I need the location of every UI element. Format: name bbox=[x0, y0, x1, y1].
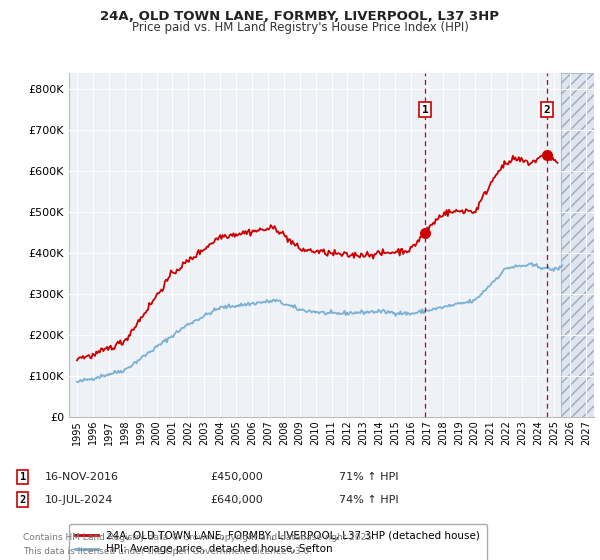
Text: 24A, OLD TOWN LANE, FORMBY, LIVERPOOL, L37 3HP: 24A, OLD TOWN LANE, FORMBY, LIVERPOOL, L… bbox=[101, 10, 499, 23]
Text: 10-JUL-2024: 10-JUL-2024 bbox=[45, 494, 113, 505]
Text: £640,000: £640,000 bbox=[210, 494, 263, 505]
Text: 2: 2 bbox=[544, 105, 550, 115]
Text: 2: 2 bbox=[20, 494, 26, 505]
Bar bbox=[560, 73, 594, 417]
Text: 74% ↑ HPI: 74% ↑ HPI bbox=[339, 494, 398, 505]
Text: Contains HM Land Registry data © Crown copyright and database right 2025.
This d: Contains HM Land Registry data © Crown c… bbox=[23, 533, 374, 556]
Bar bbox=[560, 73, 594, 417]
Text: £450,000: £450,000 bbox=[210, 472, 263, 482]
Text: Price paid vs. HM Land Registry's House Price Index (HPI): Price paid vs. HM Land Registry's House … bbox=[131, 21, 469, 34]
Text: 1: 1 bbox=[422, 105, 428, 115]
Text: 71% ↑ HPI: 71% ↑ HPI bbox=[339, 472, 398, 482]
Text: 16-NOV-2016: 16-NOV-2016 bbox=[45, 472, 119, 482]
Legend: 24A, OLD TOWN LANE, FORMBY, LIVERPOOL, L37 3HP (detached house), HPI: Average pr: 24A, OLD TOWN LANE, FORMBY, LIVERPOOL, L… bbox=[69, 524, 487, 560]
Text: 1: 1 bbox=[20, 472, 26, 482]
